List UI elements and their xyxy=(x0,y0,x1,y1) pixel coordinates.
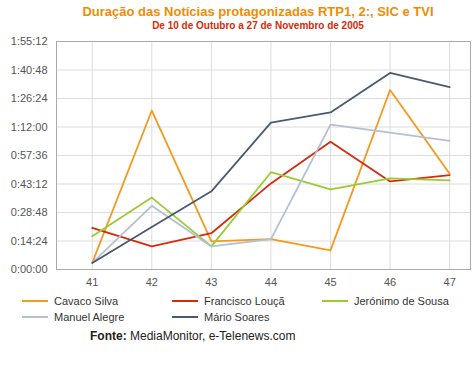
svg-text:47: 47 xyxy=(444,276,456,288)
html-text:Jerónimo de Sousa: Jerónimo de Sousa xyxy=(354,295,449,307)
svg-text:46: 46 xyxy=(384,276,396,288)
svg-text:0:28:48: 0:28:48 xyxy=(11,206,48,218)
html-text:Cavaco Silva: Cavaco Silva xyxy=(54,295,119,307)
svg-text:42: 42 xyxy=(146,276,158,288)
svg-text:1:40:48: 1:40:48 xyxy=(11,64,48,76)
svg-text:0:14:24: 0:14:24 xyxy=(11,235,48,247)
svg-text:0:00:00: 0:00:00 xyxy=(11,263,48,275)
html-text:Francisco Louçã: Francisco Louçã xyxy=(204,295,285,307)
html-text:De 10 de Outubro a 27 de Novem: De 10 de Outubro a 27 de Novembro de 200… xyxy=(152,20,364,31)
svg-text:1:55:12: 1:55:12 xyxy=(11,35,48,47)
html-text:Fonte: MediaMonitor, e-Telenew: Fonte: MediaMonitor, e-Telenews.com xyxy=(90,329,296,343)
svg-text:1:12:00: 1:12:00 xyxy=(11,121,48,133)
html-text:Mário Soares: Mário Soares xyxy=(204,311,270,323)
svg-text:41: 41 xyxy=(86,276,98,288)
svg-text:0:57:36: 0:57:36 xyxy=(11,149,48,161)
svg-text:44: 44 xyxy=(265,276,277,288)
html-text:Manuel Alegre: Manuel Alegre xyxy=(54,311,125,323)
svg-text:45: 45 xyxy=(324,276,336,288)
svg-text:43: 43 xyxy=(205,276,217,288)
html-text:Duração das Notícias protagoni: Duração das Notícias protagonizadas RTP1… xyxy=(82,4,434,19)
svg-text:1:26:24: 1:26:24 xyxy=(11,92,48,104)
svg-text:0:43:12: 0:43:12 xyxy=(11,178,48,190)
